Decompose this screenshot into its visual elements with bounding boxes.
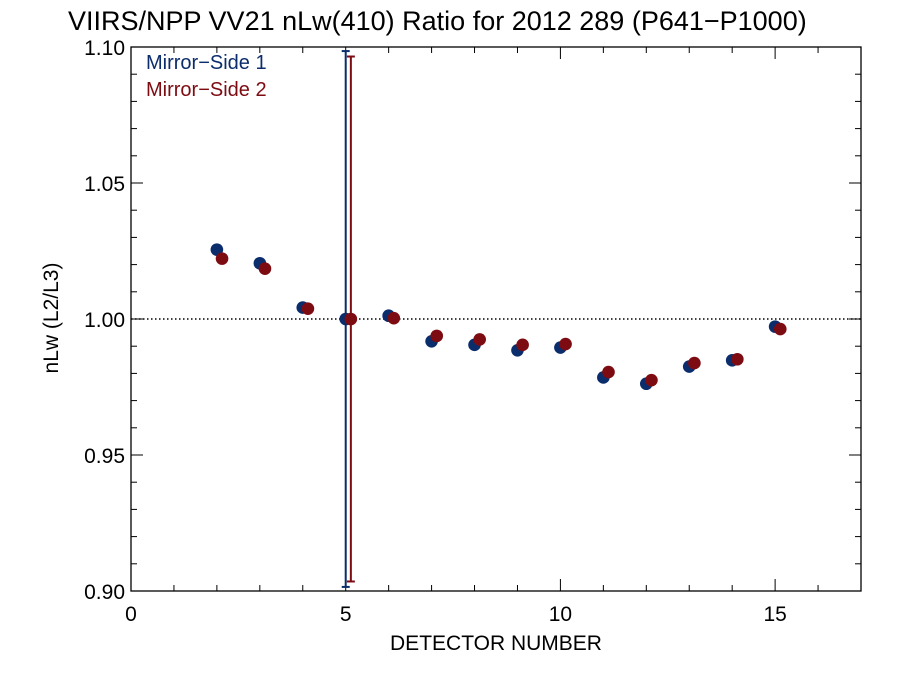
plot-frame xyxy=(130,46,862,592)
legend: Mirror−Side 1 Mirror−Side 2 xyxy=(146,52,267,101)
chart-title: VIIRS/NPP VV21 nLw(410) Ratio for 2012 2… xyxy=(68,6,807,36)
x-axis-label: DETECTOR NUMBER xyxy=(390,632,602,655)
point-ms2-detector-2 xyxy=(215,252,229,265)
point-ms2-detector-6 xyxy=(387,311,401,325)
point-ms2-detector-3 xyxy=(258,262,272,275)
x-tick-label: 0 xyxy=(125,603,137,626)
point-ms2-detector-11 xyxy=(602,365,615,379)
x-tick-label: 10 xyxy=(549,603,572,626)
point-ms2-detector-15 xyxy=(773,322,787,336)
y-tick-label: 1.10 xyxy=(84,37,125,60)
axis-tick-labels: 0 5 10 15 0.90 0.95 1.00 1.05 1.10 xyxy=(84,37,787,626)
x-tick-label: 15 xyxy=(763,603,786,626)
point-ms2-detector-9 xyxy=(516,338,529,352)
point-ms2-detector-12 xyxy=(645,373,658,387)
data-points xyxy=(210,243,787,391)
legend-entry-mirror-side-1: Mirror−Side 1 xyxy=(146,52,267,74)
y-tick-label: 0.90 xyxy=(84,581,125,604)
y-axis-label: nLw (L2/L3) xyxy=(40,263,63,374)
point-ms2-detector-14 xyxy=(731,352,744,366)
y-axis-label-group: nLw (L2/L3) xyxy=(40,263,63,374)
x-tick-label: 5 xyxy=(340,603,352,626)
legend-entry-mirror-side-2: Mirror−Side 2 xyxy=(146,79,267,101)
y-tick-label: 0.95 xyxy=(84,445,125,468)
point-ms2-detector-7 xyxy=(430,329,444,343)
y-tick-label: 1.00 xyxy=(84,309,125,332)
point-ms2-detector-4 xyxy=(301,302,315,315)
point-ms2-detector-5 xyxy=(344,312,358,326)
point-ms2-detector-13 xyxy=(688,356,701,370)
point-ms2-detector-10 xyxy=(559,337,572,351)
point-ms2-detector-8 xyxy=(473,333,486,346)
y-tick-label: 1.05 xyxy=(84,173,125,196)
